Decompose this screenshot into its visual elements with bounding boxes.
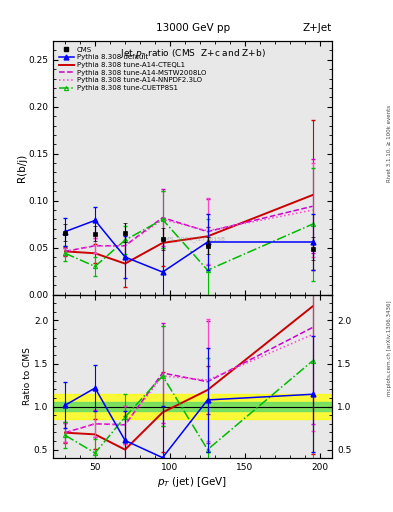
Y-axis label: Ratio to CMS: Ratio to CMS [24, 348, 33, 406]
Text: Rivet 3.1.10, ≥ 100k events: Rivet 3.1.10, ≥ 100k events [387, 105, 392, 182]
Text: CMS_2020_I1776158: CMS_2020_I1776158 [160, 236, 225, 242]
Text: Jet $p_T$ ratio (CMS  Z+c and Z+b): Jet $p_T$ ratio (CMS Z+c and Z+b) [120, 47, 265, 60]
Bar [53, 394, 332, 419]
Y-axis label: R(b/j): R(b/j) [17, 154, 27, 182]
X-axis label: $p_T$ (jet) [GeV]: $p_T$ (jet) [GeV] [158, 475, 228, 489]
Text: 13000 GeV pp: 13000 GeV pp [156, 23, 230, 33]
Legend: CMS, Pythia 8.308 default, Pythia 8.308 tune-A14-CTEQL1, Pythia 8.308 tune-A14-M: CMS, Pythia 8.308 default, Pythia 8.308 … [57, 45, 208, 93]
Text: Z+Jet: Z+Jet [303, 23, 332, 33]
Text: mcplots.cern.ch [arXiv:1306.3436]: mcplots.cern.ch [arXiv:1306.3436] [387, 301, 392, 396]
Bar [53, 402, 332, 411]
